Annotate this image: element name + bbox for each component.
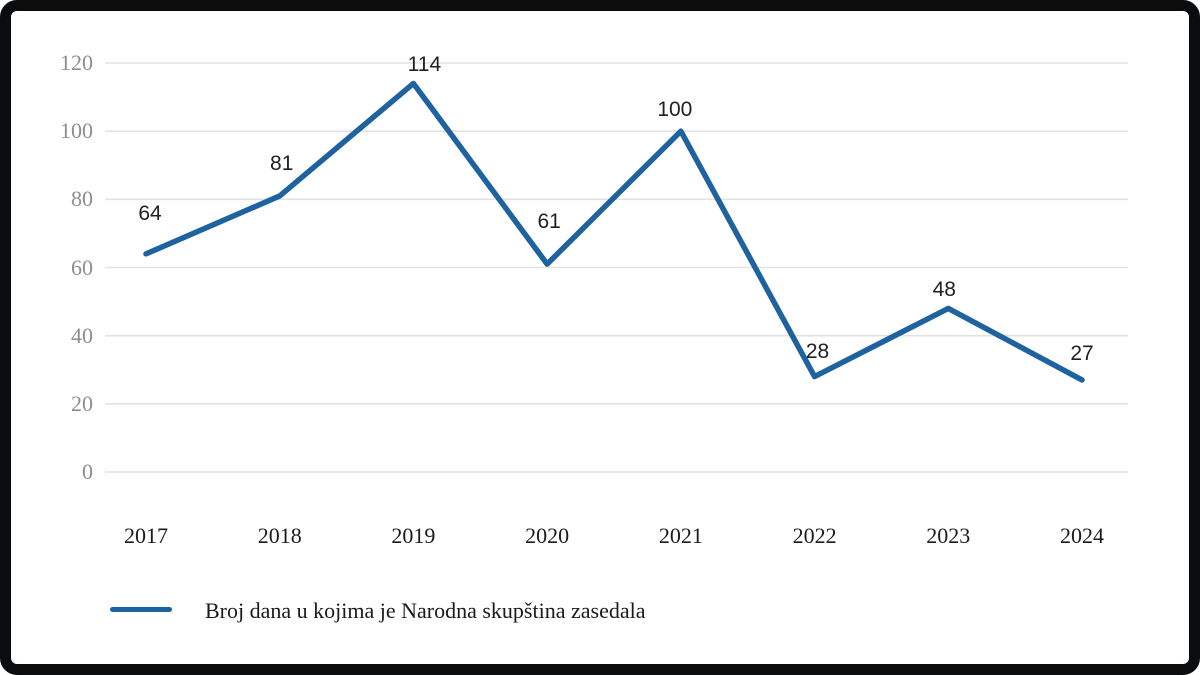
y-tick-label: 100: [60, 118, 93, 144]
data-point-label: 100: [657, 98, 693, 122]
x-tick-label: 2021: [658, 523, 703, 548]
y-tick-label: 120: [60, 50, 93, 75]
data-point-label: 48: [932, 278, 956, 302]
y-tick-label: 80: [71, 186, 93, 212]
x-tick-label: 2022: [792, 523, 837, 548]
data-point-label: 81: [270, 151, 294, 175]
data-point-label: 28: [805, 339, 830, 363]
x-tick-label: 2017: [124, 523, 168, 548]
x-tick-label: 2019: [391, 523, 436, 548]
legend-line-marker: [110, 607, 172, 612]
y-tick-label: 0: [82, 459, 93, 484]
y-tick-label: 20: [71, 390, 93, 416]
y-tick-label: 60: [71, 254, 93, 280]
legend-series-label: Broj dana u kojima je Narodna skupština …: [205, 598, 646, 623]
y-tick-label: 40: [71, 322, 93, 348]
x-tick-label: 2024: [1060, 523, 1104, 548]
x-tick-label: 2020: [525, 523, 570, 548]
series-line: [143, 80, 1085, 383]
data-point-label: 114: [407, 53, 442, 77]
data-point-label: 61: [537, 210, 561, 234]
x-tick-label: 2023: [926, 523, 971, 548]
data-point-label: 27: [1070, 341, 1094, 365]
data-point-label: 64: [138, 201, 162, 225]
x-tick-label: 2018: [257, 523, 302, 548]
